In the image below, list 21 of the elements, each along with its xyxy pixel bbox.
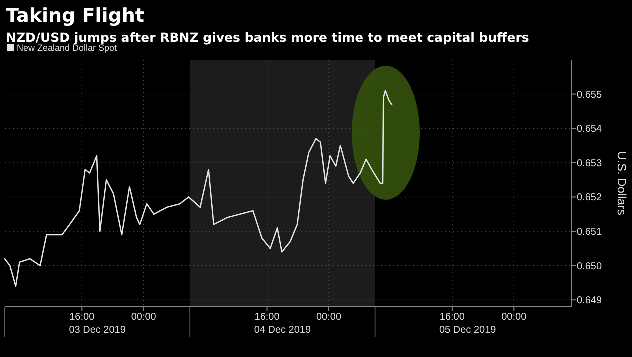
x-tick-label: 00:00: [316, 312, 342, 323]
x2-tick-label: 05 Dec 2019: [440, 325, 497, 336]
chart-subtitle: NZD/USD jumps after RBNZ gives banks more time to meet capital buffers: [6, 30, 530, 45]
y-tick-label: 0.655: [577, 90, 602, 101]
x2-tick-label: 03 Dec 2019: [69, 325, 126, 336]
chart-title: Taking Flight: [6, 5, 144, 27]
x2-tick-label: 04 Dec 2019: [254, 325, 312, 336]
y-tick-label: 0.651: [577, 227, 602, 238]
x-tick-label: 16:00: [254, 312, 280, 323]
x-tick-label: 00:00: [131, 312, 157, 323]
y-tick-label: 0.652: [577, 192, 602, 204]
x-tick-label: 16:00: [440, 312, 466, 323]
line-series: [4, 90, 393, 288]
legend-label: New Zealand Dollar Spot: [17, 43, 118, 53]
y-tick-label: 0.649: [577, 296, 602, 307]
y-axis-title: U.S. Dollars: [615, 151, 629, 216]
y-tick-label: 0.653: [577, 158, 602, 170]
x-tick-label: 00:00: [502, 312, 528, 323]
y-tick-label: 0.650: [577, 261, 602, 272]
x-tick-label: 16:00: [70, 312, 96, 323]
y-tick-label: 0.654: [577, 124, 602, 136]
